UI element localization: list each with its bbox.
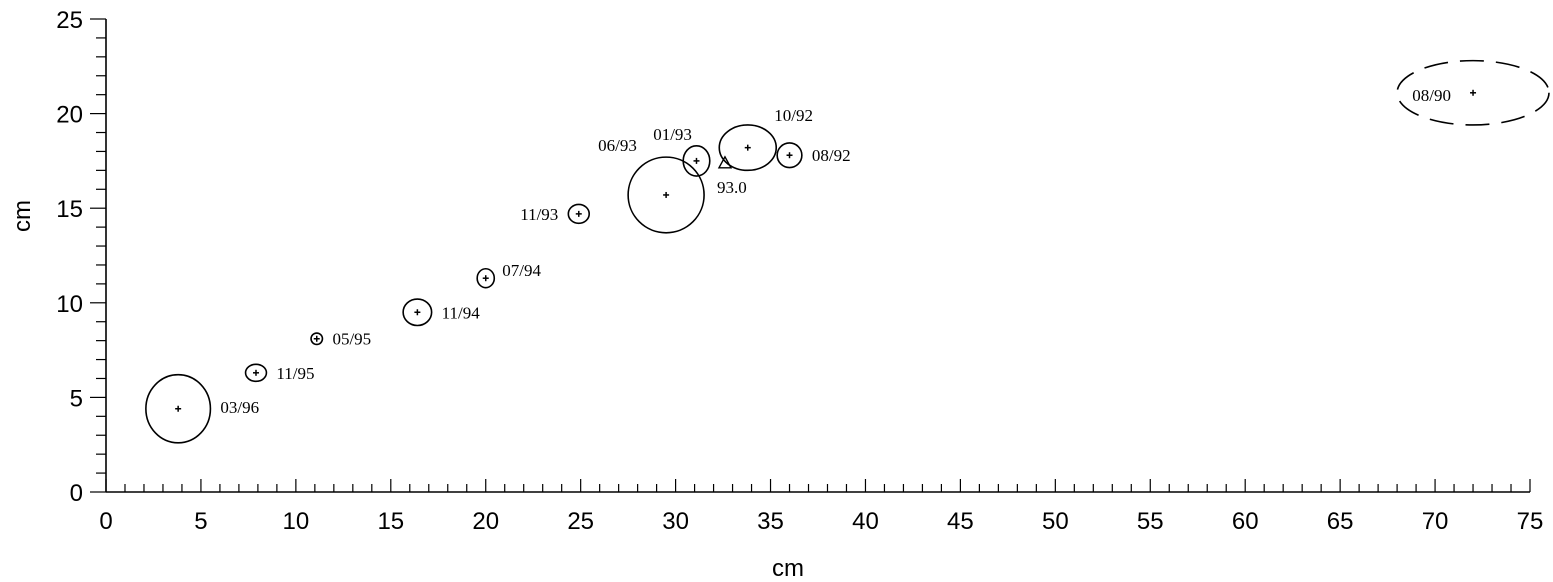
error-ellipse — [776, 142, 803, 169]
x-tick-label: 30 — [662, 508, 689, 535]
reference-triangle-marker — [717, 155, 733, 169]
x-tick-label: 25 — [567, 508, 594, 535]
data-point-group: 11/94 — [402, 298, 481, 327]
data-point-label: 11/94 — [442, 303, 481, 322]
y-tick-label: 10 — [56, 291, 83, 318]
data-point-label: 08/92 — [812, 146, 851, 165]
y-tick-label: 5 — [70, 385, 83, 412]
ticks-group — [90, 18, 1531, 493]
x-tick-label: 55 — [1137, 508, 1164, 535]
y-tick-label: 0 — [70, 480, 83, 507]
data-point-group: 05/95 — [310, 330, 371, 349]
data-point-label: 10/92 — [774, 106, 813, 125]
data-point-label: 03/96 — [220, 398, 259, 417]
data-point-group: 07/94 — [476, 261, 542, 289]
data-point-group: 11/93 — [520, 203, 591, 225]
error-ellipse — [1396, 59, 1550, 126]
data-point-label: 11/93 — [520, 205, 558, 224]
error-ellipse — [718, 124, 778, 172]
data-point-group: 11/95 — [244, 363, 315, 383]
data-point-label: 06/93 — [598, 136, 637, 155]
x-tick-label: 65 — [1327, 508, 1354, 535]
data-point-group: 03/96 — [145, 373, 259, 444]
x-tick-label: 15 — [377, 508, 404, 535]
x-tick-label: 75 — [1517, 508, 1544, 535]
points-group: 08/90 08/92 10/92 01/93 06/93 11/93 07/94 11/94… — [145, 59, 1550, 444]
y-tick-label: 25 — [56, 7, 83, 34]
x-tick-label: 20 — [472, 508, 499, 535]
error-ellipse — [310, 332, 324, 346]
x-tick-label: 35 — [757, 508, 784, 535]
x-tick-label: 0 — [99, 508, 112, 535]
y-tick-label: 20 — [56, 102, 83, 129]
reference-marker-group: 93.0 — [717, 155, 747, 197]
data-point-label: 08/90 — [1412, 86, 1451, 105]
tick-labels-group: 0 5 10 15 20 25 30 35 40 45 50 55 60 65 70 75 0 5 10 15 20 25 — [56, 7, 1543, 535]
data-point-group: 10/92 — [718, 106, 813, 172]
x-tick-label: 40 — [852, 508, 879, 535]
y-tick-label: 15 — [56, 196, 83, 223]
error-ellipse — [627, 156, 705, 234]
data-point-group: 08/90 — [1396, 59, 1550, 126]
x-tick-label: 60 — [1232, 508, 1259, 535]
x-tick-label: 70 — [1422, 508, 1449, 535]
data-point-label: 05/95 — [332, 330, 371, 349]
reference-marker-label: 93.0 — [717, 178, 747, 197]
y-axis-title: cm — [9, 200, 36, 232]
x-axis-title: cm — [772, 555, 804, 582]
error-ellipse — [567, 203, 591, 225]
axes-group — [105, 19, 1530, 493]
x-tick-label: 45 — [947, 508, 974, 535]
data-point-group: 01/93 — [653, 125, 711, 177]
error-ellipse — [402, 298, 433, 327]
data-point-label: 01/93 — [653, 125, 692, 144]
data-point-group: 08/92 — [776, 142, 851, 169]
data-point-group: 06/93 — [598, 136, 705, 234]
data-point-label: 07/94 — [502, 261, 541, 280]
x-tick-label: 50 — [1042, 508, 1069, 535]
x-tick-label: 10 — [283, 508, 310, 535]
x-tick-label: 5 — [194, 508, 207, 535]
data-point-label: 11/95 — [276, 364, 314, 383]
error-ellipse — [476, 267, 496, 289]
error-ellipse — [145, 373, 212, 444]
error-ellipse — [244, 363, 268, 383]
